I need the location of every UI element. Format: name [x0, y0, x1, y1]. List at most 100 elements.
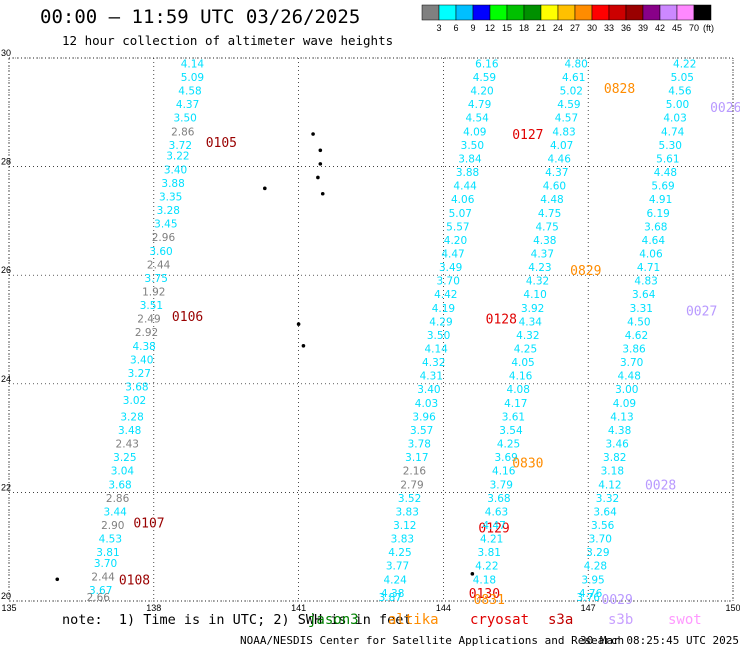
colorbar-label: 21 [536, 23, 546, 33]
sat-label-cryosat: cryosat [470, 612, 530, 628]
swh-value: 4.79 [468, 99, 491, 111]
swh-value: 3.88 [161, 178, 184, 190]
pass-time-label: 0107 [133, 516, 164, 531]
sat-label-swot: swot [668, 612, 702, 628]
swh-value: 3.18 [601, 466, 624, 478]
colorbar-label: 15 [502, 23, 512, 33]
swh-value: 4.57 [555, 113, 578, 125]
swh-value: 4.38 [608, 425, 631, 437]
swh-value: 5.30 [659, 140, 682, 152]
swh-value: 3.48 [118, 425, 141, 437]
swh-value: 3.44 [103, 506, 127, 518]
y-tick-label: 20 [1, 591, 11, 601]
swh-value: 3.27 [128, 368, 151, 380]
pass-time-label: 0108 [119, 573, 150, 588]
swh-value: 3.68 [108, 479, 131, 491]
swh-value: 3.51 [140, 300, 163, 312]
colorbar-label: 39 [638, 23, 648, 33]
colorbar: 3 6 9 12 15 18 21 24 27 30 33 36 39 42 45 70 (ft) [421, 4, 714, 33]
swh-value: 3.92 [521, 303, 544, 315]
swh-value: 4.12 [598, 479, 621, 491]
swh-value: 2.79 [400, 479, 423, 491]
swh-value: 5.57 [446, 221, 469, 233]
x-tick-label: 147 [581, 603, 596, 613]
swh-value: 5.09 [181, 72, 204, 84]
swh-value: 4.38 [533, 235, 556, 247]
swh-value: 3.40 [130, 354, 153, 366]
swh-value: 3.70 [589, 534, 612, 546]
colorbar-label: 9 [470, 23, 475, 33]
swh-value: 3.29 [586, 547, 609, 559]
swh-value: 4.47 [441, 248, 464, 260]
swh-value: 3.72 [169, 140, 192, 152]
y-tick-label: 22 [1, 482, 11, 492]
swh-value: 3.87 [379, 592, 402, 604]
swh-value: 4.09 [463, 126, 486, 138]
swh-value: 4.37 [176, 99, 199, 111]
swh-value: 2.92 [135, 327, 158, 339]
plot-border [8, 57, 734, 602]
swh-value: 4.09 [613, 398, 636, 410]
pass-time-label: 0829 [570, 264, 601, 279]
swh-value: 3.31 [630, 303, 653, 315]
swh-value: 4.60 [543, 181, 566, 193]
swh-value: 3.00 [615, 384, 638, 396]
swh-value: 4.29 [429, 316, 452, 328]
swh-value: 3.84 [458, 153, 482, 165]
swh-value: 4.59 [557, 99, 580, 111]
land-marker [470, 572, 475, 576]
swh-value: 3.83 [396, 506, 419, 518]
swh-value: 3.69 [494, 452, 517, 464]
swh-value: 4.42 [434, 289, 457, 301]
swh-value: 1.92 [142, 286, 165, 298]
swh-value: 4.18 [473, 574, 496, 586]
pass-time-label: 0129 [478, 522, 509, 537]
swh-value: 4.48 [654, 167, 677, 179]
swh-value: 2.96 [152, 232, 176, 244]
swh-value: 3.75 [145, 273, 168, 285]
swh-value: 4.20 [470, 86, 493, 98]
swh-value: 3.70 [94, 558, 117, 570]
colorbar-label: 24 [553, 23, 563, 33]
swh-value: 3.45 [154, 219, 177, 231]
swh-value: 3.61 [502, 411, 525, 423]
y-tick-label: 28 [1, 157, 11, 167]
x-tick-label: 138 [146, 603, 161, 613]
swh-value: 3.56 [591, 520, 615, 532]
colorbar-label: 18 [519, 23, 529, 33]
swh-value: 4.48 [618, 371, 641, 383]
swh-value: 5.69 [651, 181, 674, 193]
land-marker [296, 322, 301, 326]
swh-value: 4.38 [132, 341, 155, 353]
swh-value: 4.50 [627, 316, 650, 328]
swh-value: 5.00 [666, 99, 689, 111]
swh-value: 4.06 [451, 194, 475, 206]
swh-value: 3.67 [89, 585, 112, 597]
colorbar-swatch [693, 4, 712, 21]
land-marker [318, 162, 323, 166]
swh-value: 3.68 [644, 221, 667, 233]
swh-value: 6.19 [646, 208, 669, 220]
swh-value: 4.64 [642, 235, 666, 247]
swh-value: 4.37 [531, 248, 554, 260]
swh-value: 4.83 [634, 276, 657, 288]
swh-value: 2.44 [91, 572, 115, 584]
swh-value: 3.81 [478, 547, 501, 559]
swh-value: 4.83 [552, 126, 575, 138]
sat-label-jason3: jason3 [308, 612, 359, 628]
swh-value: 3.52 [398, 493, 421, 505]
swh-value: 3.96 [412, 411, 436, 423]
swh-value: 4.63 [485, 506, 508, 518]
swh-value: 2.16 [403, 466, 427, 478]
swh-value: 4.80 [564, 58, 587, 70]
swh-value: 4.28 [584, 561, 607, 573]
swh-value: 3.50 [461, 140, 484, 152]
swh-value: 3.28 [120, 411, 143, 423]
swh-value: 4.32 [516, 330, 539, 342]
swh-value: 4.03 [663, 113, 686, 125]
swh-value: 4.75 [535, 221, 558, 233]
x-tick-label: 135 [1, 603, 16, 613]
swh-value: 3.40 [164, 164, 187, 176]
swh-value: 4.32 [422, 357, 445, 369]
